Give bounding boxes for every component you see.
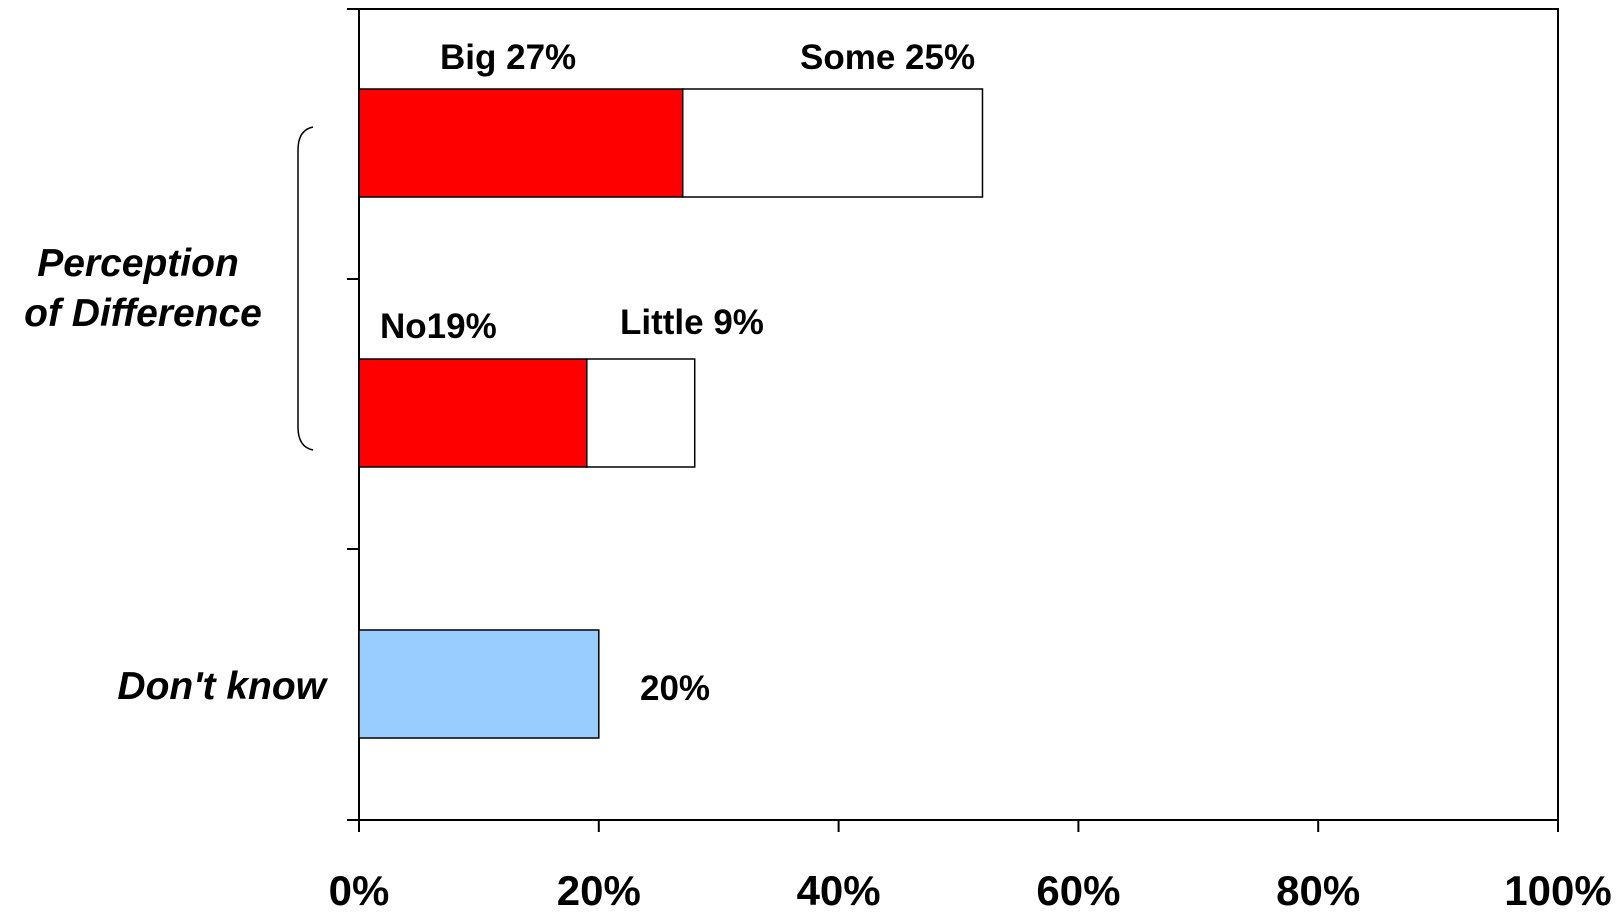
- x-tick-label-5: 100%: [1504, 867, 1611, 912]
- bar-1-segment-0: [358, 358, 588, 468]
- group-brace: [297, 126, 314, 451]
- data-label-1-1: Little 9%: [620, 303, 764, 342]
- x-tick-label-1: 20%: [557, 867, 641, 912]
- x-tick-label-4: 80%: [1276, 867, 1360, 912]
- group-label-line2: of Difference: [24, 292, 262, 335]
- x-tick-label-0: 0%: [329, 867, 390, 912]
- category-label-dont-know: Don't know: [117, 665, 328, 708]
- x-tick-label-2: 40%: [797, 867, 881, 912]
- data-label-0-1: Some 25%: [800, 38, 975, 77]
- bars: Big 27% Some 25% No19% Little 9% 20%: [358, 38, 984, 739]
- category-labels: Perception of Difference Don't know: [24, 126, 329, 708]
- data-label-2-0: 20%: [640, 669, 710, 708]
- x-tick-label-3: 60%: [1036, 867, 1120, 912]
- x-axis: 0% 20% 40% 60% 80% 100%: [329, 8, 1612, 912]
- bar-0-segment-1: [681, 88, 984, 198]
- bar-2-segment-0: [358, 629, 600, 739]
- data-label-0-0: Big 27%: [440, 38, 576, 77]
- bar-0-segment-0: [358, 88, 684, 198]
- data-label-1-0: No19%: [380, 307, 497, 346]
- bar-1-segment-1: [586, 358, 696, 468]
- group-label-line1: Perception: [37, 242, 239, 285]
